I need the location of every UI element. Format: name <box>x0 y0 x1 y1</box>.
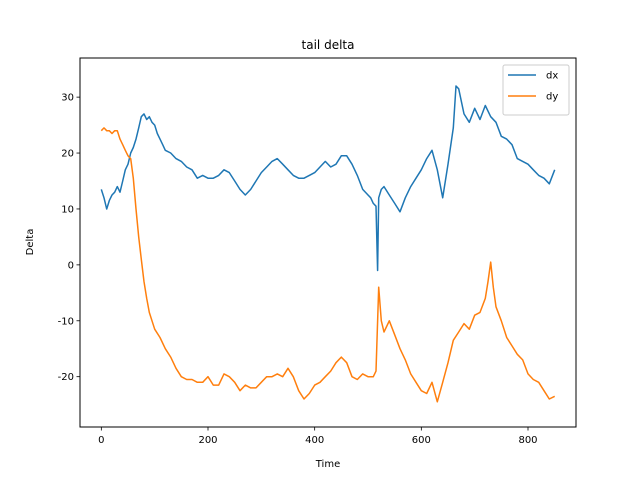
x-tick-label: 200 <box>198 435 217 446</box>
y-tick-label: -10 <box>58 316 74 327</box>
x-tick-label: 400 <box>305 435 324 446</box>
x-axis: 0 200 400 600 800 <box>98 427 538 446</box>
plot-frame <box>79 57 577 428</box>
legend-label-dy: dy <box>546 92 558 103</box>
x-tick-label: 600 <box>412 435 431 446</box>
y-tick-label: -20 <box>58 372 74 383</box>
x-axis-label: Time <box>315 459 340 470</box>
y-tick-label: 10 <box>61 204 74 215</box>
y-axis: -20 -10 0 10 20 30 <box>58 93 80 383</box>
series-line-dx <box>100 85 556 272</box>
legend-label-dx: dx <box>546 71 558 82</box>
legend-box <box>502 64 570 116</box>
legend: dx dy <box>502 64 570 116</box>
y-tick-label: 30 <box>61 93 74 104</box>
y-tick-label: 20 <box>61 149 74 160</box>
plot-area <box>100 85 556 403</box>
series-line-dy <box>100 127 556 403</box>
y-axis-label: Delta <box>25 229 36 256</box>
x-tick-label: 800 <box>518 435 537 446</box>
x-tick-label: 0 <box>98 435 104 446</box>
chart-title: tail delta <box>302 38 355 52</box>
y-tick-label: 0 <box>68 260 74 271</box>
